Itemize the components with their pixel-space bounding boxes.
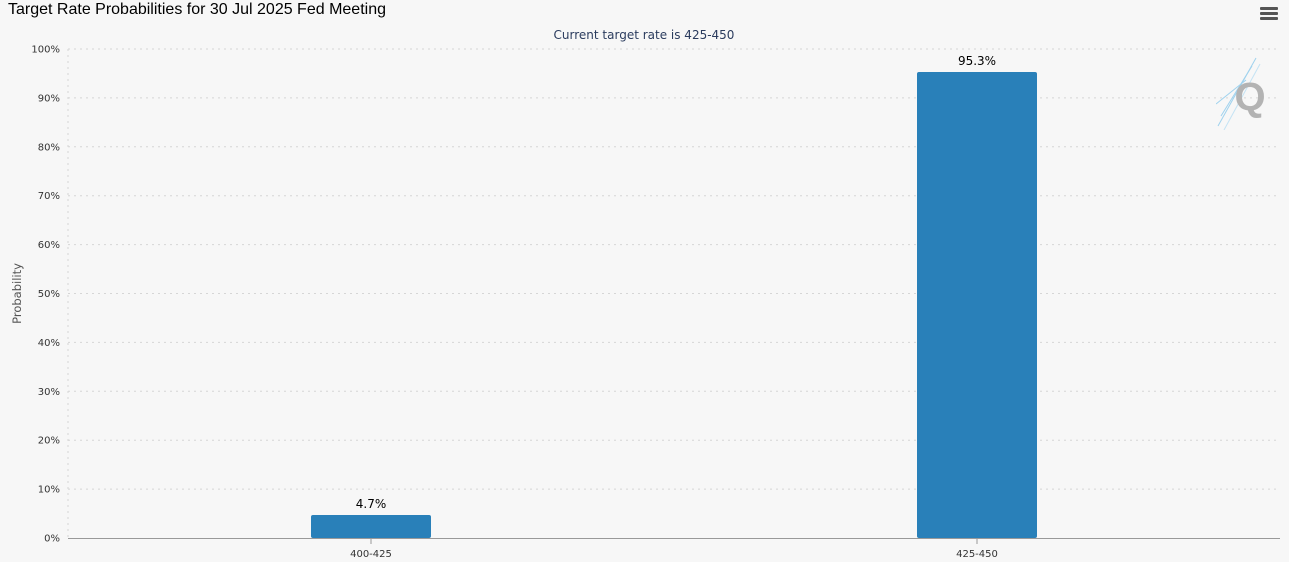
hamburger-menu-icon[interactable]: [1260, 7, 1278, 21]
y-tick-label: 30%: [38, 387, 60, 398]
y-axis-title: Probability: [10, 263, 24, 324]
y-axis-ticks: 0% 10% 20% 30% 40% 50% 60% 70% 80% 90% 100%: [31, 45, 60, 545]
y-tick-label: 70%: [38, 191, 60, 202]
logo-letter: Q: [1234, 75, 1265, 119]
bars: 4.7% 95.3%: [311, 54, 1037, 538]
quikstrike-logo: Q: [1216, 57, 1266, 130]
y-tick-label: 90%: [38, 93, 60, 104]
y-tick-label: 40%: [38, 338, 60, 349]
logo-stroke: [1223, 63, 1261, 130]
chart-title: Target Rate Probabilities for 30 Jul 202…: [8, 1, 386, 18]
y-tick-label: 50%: [38, 289, 60, 300]
bar-data-label: 95.3%: [958, 54, 996, 68]
logo-stroke: [1220, 65, 1253, 117]
y-tick-label: 100%: [31, 45, 60, 56]
bar-data-label: 4.7%: [356, 497, 387, 511]
x-tick-label: 400-425: [350, 549, 392, 560]
menu-line: [1260, 12, 1278, 15]
menu-line: [1260, 17, 1278, 20]
y-tick-label: 80%: [38, 142, 60, 153]
menu-line: [1260, 7, 1278, 10]
x-axis-ticks: 400-425 425-450: [350, 538, 998, 560]
x-tick-label: 425-450: [956, 549, 998, 560]
logo-stroke: [1216, 79, 1247, 105]
gridlines: [67, 48, 1280, 538]
y-tick-label: 20%: [38, 436, 60, 447]
y-tick-label: 10%: [38, 485, 60, 496]
bar-425-450[interactable]: [917, 71, 1037, 538]
y-tick-label: 60%: [38, 240, 60, 251]
bar-400-425[interactable]: [311, 515, 431, 538]
y-tick-label: 0%: [44, 534, 60, 545]
chart-subtitle: Current target rate is 425-450: [554, 28, 735, 42]
